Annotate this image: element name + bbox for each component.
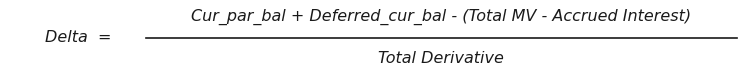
Text: Delta  =: Delta =: [46, 30, 111, 45]
Text: Total Derivative: Total Derivative: [378, 51, 504, 66]
Text: Cur_par_bal + Deferred_cur_bal - (Total MV - Accrued Interest): Cur_par_bal + Deferred_cur_bal - (Total …: [191, 8, 691, 25]
